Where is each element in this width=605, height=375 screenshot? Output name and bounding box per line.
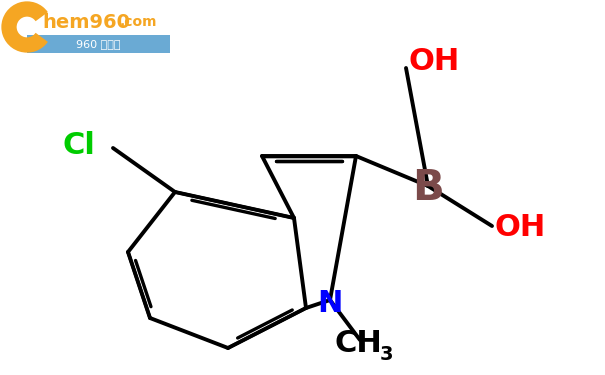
Text: N: N	[317, 288, 342, 318]
Text: B: B	[412, 167, 444, 209]
Text: hem960: hem960	[42, 12, 130, 32]
Text: OH: OH	[408, 48, 459, 76]
Text: 960 化工网: 960 化工网	[76, 39, 120, 49]
FancyBboxPatch shape	[27, 35, 170, 53]
Text: CH: CH	[334, 330, 382, 358]
Text: Cl: Cl	[62, 132, 95, 160]
Text: OH: OH	[494, 213, 545, 243]
Text: .com: .com	[120, 15, 157, 29]
Text: 3: 3	[379, 345, 393, 363]
